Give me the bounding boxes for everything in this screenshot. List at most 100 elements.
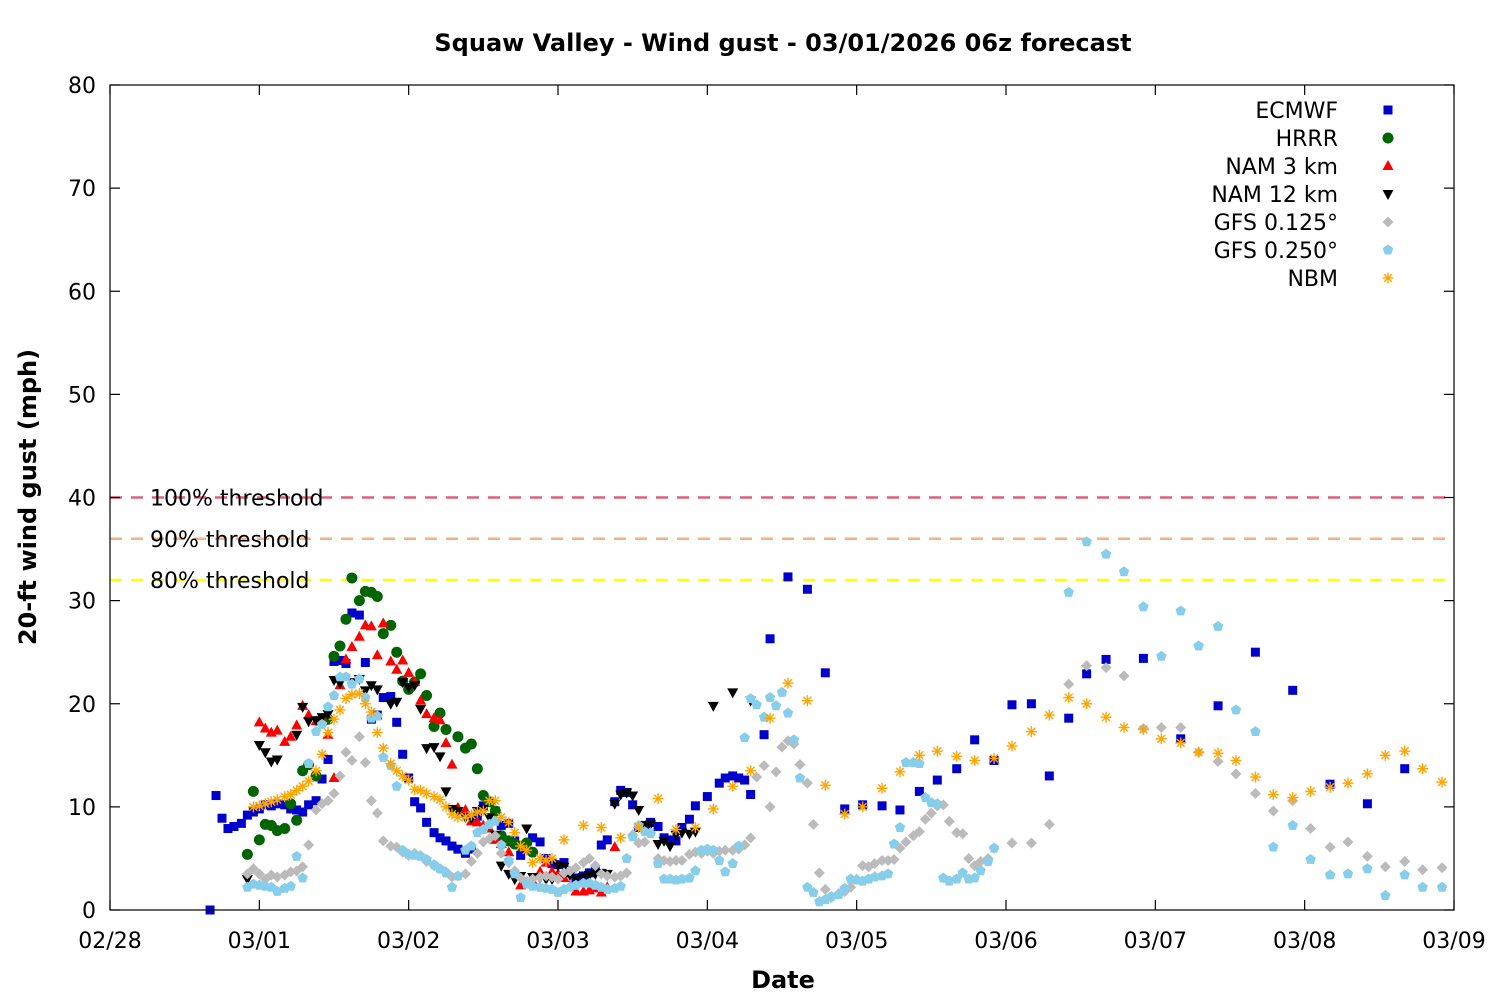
data-point: [1212, 620, 1224, 631]
data-point: [595, 822, 607, 833]
data-point: [720, 866, 731, 877]
data-point: [247, 863, 259, 875]
data-point: [346, 754, 358, 766]
data-point: [253, 834, 265, 846]
data-point: [839, 882, 850, 893]
data-point: [1007, 700, 1017, 710]
data-point: [403, 666, 415, 677]
data-point: [570, 862, 582, 874]
data-point: [925, 807, 937, 819]
data-point: [1025, 837, 1037, 849]
data-point: [1436, 881, 1448, 892]
data-point: [303, 839, 315, 851]
data-point: [745, 832, 757, 844]
data-point: [969, 872, 980, 883]
data-point: [434, 707, 446, 719]
data-point: [1230, 754, 1242, 766]
data-point: [819, 883, 831, 895]
data-point: [1342, 836, 1354, 848]
data-point: [609, 799, 621, 810]
y-tick-label: 70: [68, 177, 96, 202]
data-point: [740, 775, 750, 785]
x-tick-label: 03/05: [825, 929, 888, 954]
data-point: [728, 771, 738, 781]
data-point: [1063, 692, 1075, 704]
data-point: [279, 823, 291, 835]
data-point: [509, 868, 520, 879]
data-point: [676, 828, 688, 839]
legend-marker: [1382, 160, 1394, 170]
data-point: [894, 766, 906, 778]
data-point: [377, 742, 389, 754]
x-tick-label: 03/09: [1422, 929, 1485, 954]
data-point: [391, 663, 403, 674]
data-point: [969, 754, 981, 766]
data-point: [378, 693, 388, 703]
data-point: [346, 678, 358, 689]
data-point: [303, 775, 315, 787]
data-point: [943, 815, 955, 827]
data-point: [503, 816, 515, 828]
data-point: [421, 744, 433, 755]
data-point: [1380, 890, 1391, 901]
data-point: [877, 801, 887, 811]
legend: ECMWF HRRR NAM 3 km NAM 12 km GFS 0.125° GFS …: [1211, 99, 1394, 292]
y-tick-label: 40: [68, 487, 96, 512]
data-point: [727, 780, 739, 792]
data-point: [416, 803, 426, 813]
data-point: [671, 836, 681, 846]
data-point: [471, 816, 483, 827]
data-point: [391, 646, 403, 658]
data-point: [328, 650, 340, 662]
y-tick-label: 10: [68, 796, 96, 821]
data-point: [802, 584, 812, 594]
data-point: [429, 828, 439, 838]
x-tick-label: 03/08: [1273, 929, 1336, 954]
data-point: [1324, 869, 1336, 880]
data-point: [783, 572, 793, 582]
data-point: [1175, 605, 1186, 616]
data-point: [496, 820, 506, 830]
data-point: [217, 813, 227, 823]
data-point: [665, 835, 675, 845]
data-point: [720, 773, 730, 783]
data-point: [788, 734, 800, 745]
data-point: [359, 698, 371, 710]
data-point: [303, 758, 314, 769]
data-point: [316, 748, 328, 760]
data-point: [490, 815, 501, 826]
data-point: [869, 871, 880, 882]
data-point: [434, 714, 446, 725]
threshold-label: 100% threshold: [150, 487, 324, 512]
data-point: [745, 693, 756, 704]
data-point: [621, 867, 633, 879]
data-point: [913, 826, 925, 838]
legend-label: NBM: [1287, 267, 1338, 292]
data-point: [1118, 721, 1130, 733]
data-point: [932, 775, 942, 785]
data-point: [633, 822, 645, 833]
data-point: [410, 797, 420, 807]
data-point: [241, 868, 253, 880]
data-point: [900, 757, 912, 767]
data-point: [801, 695, 813, 707]
data-point: [1288, 685, 1298, 695]
data-point: [1230, 704, 1242, 715]
data-point: [421, 690, 433, 701]
data-point: [385, 619, 397, 631]
data-point: [1100, 711, 1112, 723]
data-point: [746, 790, 756, 799]
data-point: [621, 852, 632, 863]
data-point: [764, 692, 776, 703]
data-point: [670, 855, 682, 866]
data-point: [397, 678, 409, 689]
data-point: [552, 873, 564, 885]
data-point: [1399, 869, 1410, 880]
data-point: [403, 683, 415, 694]
data-point: [241, 848, 253, 860]
data-point: [452, 731, 464, 743]
data-point: [434, 794, 446, 806]
data-point: [371, 685, 383, 696]
data-point: [963, 852, 975, 864]
data-point: [857, 801, 869, 813]
